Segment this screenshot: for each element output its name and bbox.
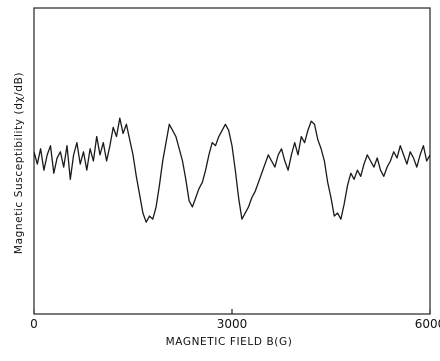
x-tick-label: 0: [30, 317, 38, 331]
x-axis-title: MAGNETIC FIELD B(G): [166, 336, 293, 348]
x-tick-label: 6000: [415, 317, 440, 331]
series-line: [33, 117, 431, 223]
y-axis-title: Magnetic Susceptibility (dχ/dB): [13, 72, 25, 254]
x-tick-label: 3000: [217, 317, 248, 331]
